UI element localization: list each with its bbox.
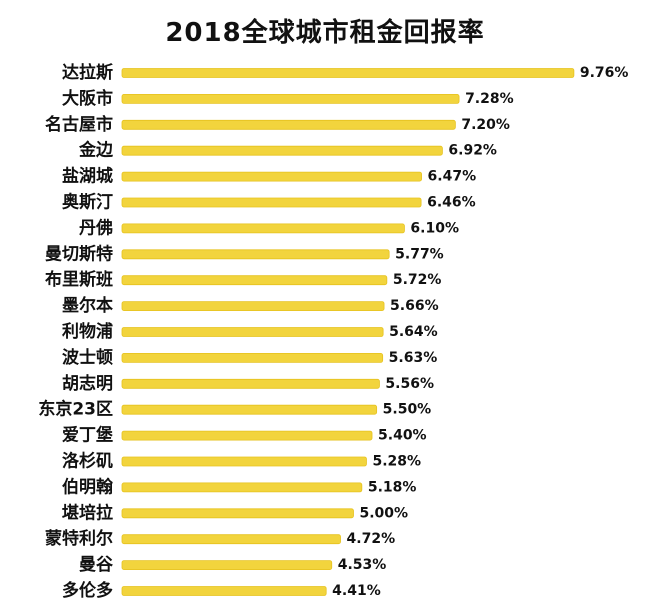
category-label: 大阪市 bbox=[62, 88, 113, 109]
value-label: 5.28% bbox=[372, 454, 421, 470]
category-label: 曼切斯特 bbox=[45, 243, 113, 264]
value-label: 6.47% bbox=[428, 169, 477, 185]
value-label: 4.53% bbox=[338, 557, 387, 573]
bar-row: 伯明翰 5.18% bbox=[62, 476, 416, 497]
value-label: 5.18% bbox=[368, 479, 417, 495]
value-label: 5.63% bbox=[389, 350, 438, 366]
category-label: 胡志明 bbox=[62, 373, 113, 394]
value-label: 5.00% bbox=[360, 505, 409, 521]
category-label: 奥斯汀 bbox=[62, 192, 113, 213]
category-label: 布里斯班 bbox=[45, 269, 113, 290]
category-label: 蒙特利尔 bbox=[45, 528, 113, 549]
value-label: 5.64% bbox=[389, 324, 438, 340]
bar bbox=[121, 327, 384, 337]
category-label: 丹佛 bbox=[79, 217, 113, 238]
category-label: 墨尔本 bbox=[62, 295, 113, 316]
bar-row: 多伦多 4.41% bbox=[62, 580, 381, 601]
bar-row: 洛杉矶 5.28% bbox=[62, 451, 421, 472]
bar bbox=[121, 275, 388, 286]
bar-row: 利物浦 5.64% bbox=[62, 321, 438, 342]
bar bbox=[121, 404, 378, 415]
bar bbox=[121, 586, 327, 596]
value-label: 4.41% bbox=[332, 583, 381, 599]
bar-row: 名古屋市 7.20% bbox=[45, 114, 510, 135]
chart-title: 2018全球城市租金回报率 bbox=[165, 18, 485, 48]
value-label: 4.72% bbox=[347, 531, 396, 547]
bar-row: 盐湖城 6.47% bbox=[62, 166, 476, 187]
bar bbox=[121, 197, 422, 208]
bar bbox=[121, 145, 443, 156]
bar-row: 丹佛 6.10% bbox=[79, 217, 459, 238]
value-label: 5.72% bbox=[393, 272, 442, 288]
value-label: 7.20% bbox=[461, 117, 510, 133]
bar bbox=[121, 430, 373, 441]
bar bbox=[121, 301, 385, 312]
bar bbox=[121, 378, 380, 389]
bar-row: 爱丁堡 5.40% bbox=[62, 425, 427, 446]
bar-row: 东京23区 5.50% bbox=[38, 399, 431, 420]
bar-row: 布里斯班 5.72% bbox=[45, 269, 441, 290]
bar bbox=[121, 68, 575, 78]
bar-row: 曼切斯特 5.77% bbox=[45, 243, 444, 264]
value-label: 7.28% bbox=[465, 91, 514, 107]
bar bbox=[121, 508, 354, 519]
bar-row: 达拉斯 9.76% bbox=[62, 62, 628, 83]
category-label: 爱丁堡 bbox=[62, 425, 113, 446]
bar bbox=[121, 456, 367, 467]
bar-row: 墨尔本 5.66% bbox=[62, 295, 439, 316]
category-label: 多伦多 bbox=[62, 580, 113, 601]
category-label: 达拉斯 bbox=[62, 62, 113, 83]
category-label: 利物浦 bbox=[62, 321, 113, 342]
value-label: 9.76% bbox=[580, 65, 629, 81]
category-label: 金边 bbox=[78, 140, 114, 161]
bar bbox=[121, 171, 422, 182]
bar bbox=[121, 482, 363, 493]
bar bbox=[121, 249, 390, 260]
bar bbox=[121, 352, 384, 363]
bar-row: 金边 6.92% bbox=[78, 140, 497, 161]
bar-row: 堪培拉 5.00% bbox=[62, 502, 408, 523]
category-label: 伯明翰 bbox=[62, 476, 113, 497]
bar bbox=[121, 119, 456, 130]
category-label: 名古屋市 bbox=[45, 114, 113, 135]
bar bbox=[121, 223, 405, 234]
value-label: 5.56% bbox=[385, 376, 434, 392]
value-label: 6.46% bbox=[427, 195, 476, 211]
bar bbox=[121, 560, 333, 570]
value-label: 5.77% bbox=[395, 246, 444, 262]
bar-row: 大阪市 7.28% bbox=[62, 88, 514, 109]
category-label: 波士顿 bbox=[62, 347, 113, 368]
category-label: 洛杉矶 bbox=[62, 451, 113, 472]
value-label: 5.40% bbox=[378, 428, 427, 444]
bar bbox=[121, 94, 460, 104]
bar-row: 波士顿 5.63% bbox=[62, 347, 437, 368]
bar-row: 奥斯汀 6.46% bbox=[62, 192, 476, 213]
category-label: 堪培拉 bbox=[62, 502, 113, 523]
bar-row: 胡志明 5.56% bbox=[62, 373, 434, 394]
bar-row: 蒙特利尔 4.72% bbox=[45, 528, 395, 549]
category-label: 盐湖城 bbox=[62, 166, 113, 187]
value-label: 5.66% bbox=[390, 298, 439, 314]
value-label: 6.92% bbox=[448, 143, 497, 159]
bar-row: 曼谷 4.53% bbox=[79, 555, 386, 575]
category-label: 东京23区 bbox=[38, 399, 113, 420]
value-label: 5.50% bbox=[383, 402, 432, 418]
category-label: 曼谷 bbox=[79, 555, 114, 575]
value-label: 6.10% bbox=[410, 220, 459, 236]
bar bbox=[121, 534, 341, 545]
